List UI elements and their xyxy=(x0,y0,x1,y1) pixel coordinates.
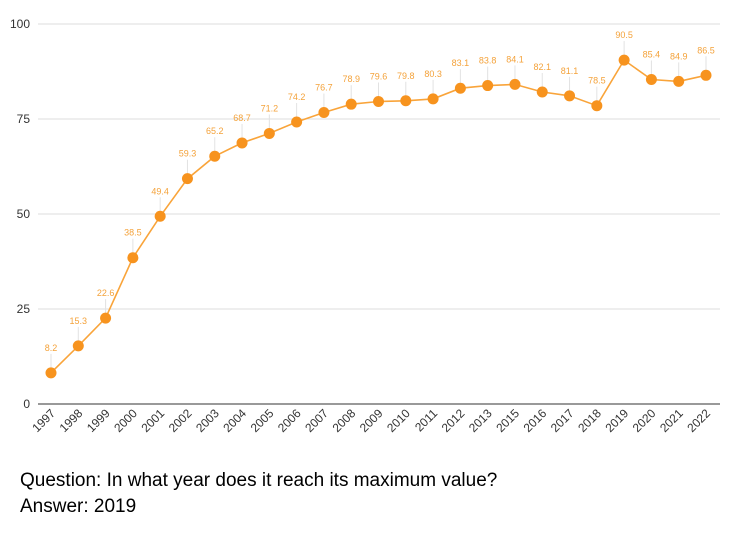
data-point xyxy=(236,137,248,149)
data-label: 71.2 xyxy=(261,103,279,113)
data-point xyxy=(564,90,576,102)
data-point xyxy=(482,80,494,92)
data-point xyxy=(700,69,712,81)
y-axis-ticks: 0 25 50 75 100 xyxy=(10,17,30,411)
data-point xyxy=(591,100,603,112)
data-point xyxy=(209,150,221,162)
data-label: 68.7 xyxy=(233,113,251,123)
data-point xyxy=(100,312,112,324)
grid-lines xyxy=(38,23,720,405)
data-point xyxy=(645,73,657,85)
data-label: 49.4 xyxy=(151,186,169,196)
data-point xyxy=(154,210,166,222)
data-point xyxy=(291,116,303,128)
data-label: 86.5 xyxy=(697,45,715,55)
question-text: Question: In what year does it reach its… xyxy=(20,470,498,491)
data-points xyxy=(45,54,712,379)
y-tick-label: 75 xyxy=(17,112,31,126)
data-point xyxy=(72,340,84,352)
x-tick-label: 2006 xyxy=(275,406,304,435)
data-label: 79.8 xyxy=(397,71,415,81)
x-tick-label: 2018 xyxy=(575,406,604,435)
x-tick-label: 2001 xyxy=(139,406,168,435)
data-label: 78.9 xyxy=(342,74,360,84)
x-tick-label: 1999 xyxy=(84,406,113,435)
data-label: 78.5 xyxy=(588,76,606,86)
data-label: 59.3 xyxy=(179,149,197,159)
line-chart: 0 25 50 75 100 8.2 15.3 22.6 38.5 49.4 59.3 65.2 68… xyxy=(10,17,720,435)
data-label: 79.6 xyxy=(370,72,388,82)
x-tick-label: 2000 xyxy=(111,406,140,435)
data-point xyxy=(373,96,384,108)
data-point xyxy=(427,93,439,105)
data-point xyxy=(536,86,548,98)
data-point xyxy=(263,127,275,139)
data-label: 81.1 xyxy=(561,66,579,76)
data-label: 83.8 xyxy=(479,56,497,66)
data-label: 76.7 xyxy=(315,83,333,93)
x-tick-label: 1997 xyxy=(29,406,58,435)
y-tick-label: 0 xyxy=(23,397,30,411)
x-tick-label: 2010 xyxy=(384,406,413,435)
x-tick-label: 2021 xyxy=(657,406,686,435)
x-tick-label: 2012 xyxy=(439,406,468,435)
data-label: 8.2 xyxy=(45,343,58,353)
y-tick-label: 100 xyxy=(10,17,30,31)
x-tick-label: 2004 xyxy=(220,406,249,435)
data-label: 84.1 xyxy=(506,54,524,64)
data-label: 85.4 xyxy=(643,49,661,59)
x-tick-label: 1998 xyxy=(57,406,86,435)
x-tick-label: 2007 xyxy=(302,406,331,435)
data-point xyxy=(127,252,139,264)
x-tick-label: 2016 xyxy=(521,406,550,435)
data-point xyxy=(318,107,330,119)
data-label: 65.2 xyxy=(206,126,224,136)
data-label: 83.1 xyxy=(452,58,470,68)
x-tick-label: 2011 xyxy=(412,406,440,434)
data-label: 15.3 xyxy=(70,316,88,326)
answer-text: Answer: 2019 xyxy=(20,496,137,517)
data-label: 22.6 xyxy=(97,288,115,298)
data-label: 82.1 xyxy=(533,62,551,72)
y-tick-label: 50 xyxy=(17,207,31,221)
y-tick-label: 25 xyxy=(17,302,31,316)
label-leader-lines xyxy=(50,41,707,368)
data-point xyxy=(673,75,685,87)
x-axis-ticks: 1997199819992000200120022003200420052006… xyxy=(29,406,713,435)
x-tick-label: 2015 xyxy=(493,406,522,435)
data-point xyxy=(509,78,521,90)
x-tick-label: 2008 xyxy=(330,406,359,435)
data-label: 80.3 xyxy=(424,69,442,79)
x-tick-label: 2002 xyxy=(166,406,195,435)
data-point xyxy=(454,82,466,94)
x-tick-label: 2020 xyxy=(630,406,659,435)
x-tick-label: 2005 xyxy=(248,406,277,435)
data-label: 38.5 xyxy=(124,228,142,238)
data-point xyxy=(181,173,193,185)
x-tick-label: 2019 xyxy=(602,406,631,435)
data-point xyxy=(400,95,412,107)
data-point xyxy=(45,367,57,379)
data-label: 84.9 xyxy=(670,51,688,61)
x-tick-label: 2022 xyxy=(684,406,713,435)
data-label: 74.2 xyxy=(288,92,306,102)
x-tick-label: 2003 xyxy=(193,406,222,435)
data-point xyxy=(345,98,357,110)
data-point xyxy=(618,54,630,66)
data-labels: 8.2 15.3 22.6 38.5 49.4 59.3 65.2 68.7 71.2 74.2 7… xyxy=(45,30,715,353)
x-tick-label: 2009 xyxy=(357,406,386,435)
x-tick-label: 2013 xyxy=(466,406,495,435)
x-tick-label: 2017 xyxy=(548,406,577,435)
data-label: 90.5 xyxy=(615,30,633,40)
